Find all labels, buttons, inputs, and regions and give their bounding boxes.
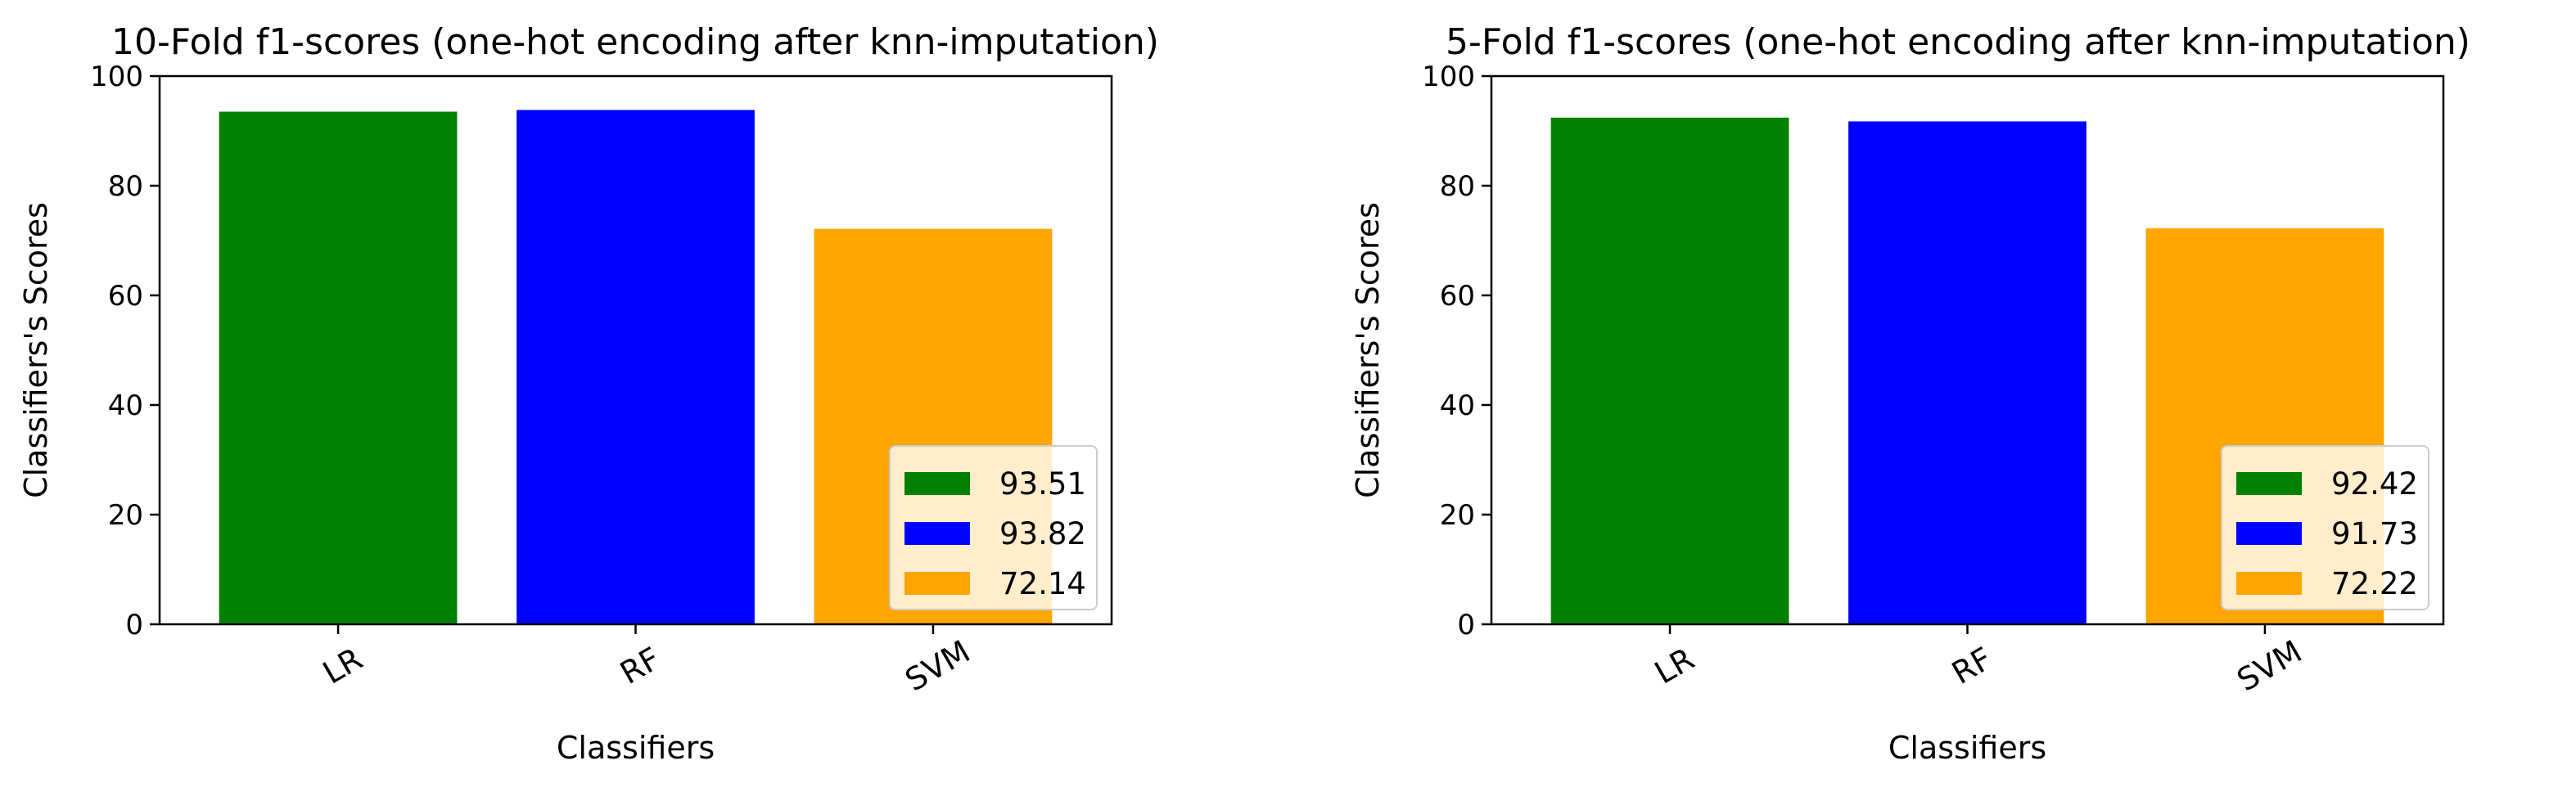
x-tick-label-svm: SVM xyxy=(2231,633,2308,699)
chart-title: 10-Fold f1-scores (one-hot encoding afte… xyxy=(111,21,1159,63)
y-tick-label: 0 xyxy=(1457,609,1475,641)
legend-swatch xyxy=(905,472,970,495)
x-axis-label: Classifiers xyxy=(1888,730,2046,766)
y-tick-label: 60 xyxy=(1440,280,1475,313)
chart-panel-1: 10-Fold f1-scores (one-hot encoding afte… xyxy=(18,21,1159,766)
legend: 93.51 93.82 72.14 xyxy=(889,445,1098,610)
y-tick-label: 0 xyxy=(125,609,143,641)
legend-entry: 93.82 xyxy=(999,516,1086,551)
x-tick-label-lr: LR xyxy=(1649,641,1700,691)
legend-entry: 92.42 xyxy=(2331,466,2418,502)
chart-panel-2: 5-Fold f1-scores (one-hot encoding after… xyxy=(1350,21,2470,766)
legend-entry: 93.51 xyxy=(999,466,1086,502)
legend-swatch xyxy=(2236,572,2302,595)
bar-lr xyxy=(219,111,458,624)
bar-rf xyxy=(1848,121,2087,624)
bar-lr xyxy=(1550,117,1789,624)
y-tick-label: 100 xyxy=(90,61,143,93)
legend-entry: 72.22 xyxy=(2331,566,2418,601)
legend-swatch xyxy=(905,572,970,595)
y-tick-label: 80 xyxy=(108,170,143,203)
y-tick-label: 40 xyxy=(108,389,143,422)
y-tick-label: 80 xyxy=(1440,170,1475,203)
legend-swatch xyxy=(2236,472,2302,495)
y-tick-label: 60 xyxy=(108,280,143,313)
x-tick-label-rf: RF xyxy=(614,641,666,691)
x-axis-label: Classifiers xyxy=(557,730,715,766)
legend: 92.42 91.73 72.22 xyxy=(2221,445,2429,610)
x-tick-label-svm: SVM xyxy=(900,633,977,699)
x-tick-label-lr: LR xyxy=(317,641,368,691)
y-axis-label: Classifiers's Scores xyxy=(18,202,54,498)
y-axis-label: Classifiers's Scores xyxy=(1350,202,1386,498)
chart-title: 5-Fold f1-scores (one-hot encoding after… xyxy=(1446,21,2470,63)
bar-rf xyxy=(517,110,755,624)
legend-entry: 91.73 xyxy=(2331,516,2418,551)
y-tick-label: 20 xyxy=(1440,499,1475,532)
legend-swatch xyxy=(905,522,970,545)
x-tick-label-rf: RF xyxy=(1946,641,1998,691)
legend-entry: 72.14 xyxy=(999,566,1086,601)
legend-swatch xyxy=(2236,522,2302,545)
y-tick-label: 100 xyxy=(1422,61,1475,93)
y-tick-label: 40 xyxy=(1440,389,1475,422)
y-tick-label: 20 xyxy=(108,499,143,532)
